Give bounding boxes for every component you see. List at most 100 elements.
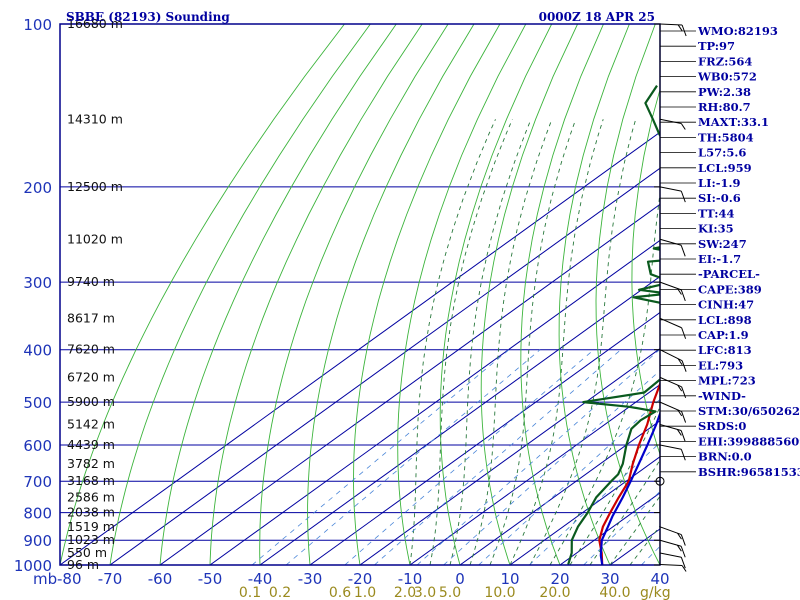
wind-barb-flag xyxy=(677,24,683,32)
sounding-index: STM:30/65026272 xyxy=(698,404,800,418)
parcel-trace xyxy=(599,410,660,565)
sounding-index: KI:35 xyxy=(698,222,734,236)
sounding-index: WB0:572 xyxy=(697,70,757,84)
wind-barb-flag xyxy=(680,245,686,257)
mixing-ratio-label: 5.0 xyxy=(439,585,461,600)
temperature-trace xyxy=(598,381,660,565)
temperature-tick-label: -50 xyxy=(198,570,223,588)
wind-barb-flag xyxy=(680,534,686,546)
isotherm xyxy=(309,311,660,565)
mixing-ratio-label: 20.0 xyxy=(539,585,570,600)
mixing-ratio-label: 0.6 xyxy=(329,585,351,600)
sounding-index: LI:-1.9 xyxy=(698,176,741,190)
wind-barb xyxy=(659,564,683,567)
wind-barb xyxy=(659,118,682,125)
isotherm xyxy=(359,347,660,565)
mixing-ratio-line xyxy=(443,370,660,565)
sounding-index: TH:5804 xyxy=(698,130,754,144)
mixing-ratio-line xyxy=(529,442,660,565)
sounding-index: CAP:1.9 xyxy=(698,328,749,342)
dry-adiabat xyxy=(595,24,660,565)
wind-barb xyxy=(659,186,682,192)
height-label: 1023 m xyxy=(67,532,115,547)
wind-barb-flag xyxy=(680,190,686,203)
temperature-tick-label: -20 xyxy=(348,570,373,588)
pressure-tick-label: 800 xyxy=(23,505,52,523)
dry-adiabat xyxy=(259,24,449,565)
mixing-ratio-label: 40.0 xyxy=(599,585,630,600)
wind-layer xyxy=(654,23,687,572)
trace-layer xyxy=(567,84,660,565)
wind-barb-flag xyxy=(676,544,682,552)
sounding-index: FRZ:564 xyxy=(698,54,752,68)
wind-barb-flag xyxy=(677,384,683,392)
temperature-tick-label: 40 xyxy=(650,570,669,588)
moist-adiabat xyxy=(529,119,637,565)
height-label: 9740 m xyxy=(67,274,115,289)
wind-barb-flag xyxy=(681,327,687,339)
sounding-index: BRN:0.0 xyxy=(698,450,752,464)
height-label: 550 m xyxy=(67,545,107,560)
dry-adiabat xyxy=(353,24,501,565)
moist-adiabat xyxy=(609,495,660,565)
wind-calm-marker xyxy=(655,476,665,486)
dry-adiabat xyxy=(520,24,604,565)
moist-adiabat xyxy=(549,191,660,565)
dry-adiabat xyxy=(631,87,660,456)
mixing-ratio-unit: g/kg xyxy=(640,585,671,600)
pressure-tick-label: 600 xyxy=(23,437,52,455)
moist-adiabat xyxy=(509,119,604,565)
height-label: 14310 m xyxy=(67,111,123,126)
dry-adiabat xyxy=(307,24,475,565)
sounding-index: EHI:3998885609472 xyxy=(698,434,800,448)
sounding-index: EL:793 xyxy=(698,358,743,372)
isotherm xyxy=(409,384,660,565)
sounding-index: MAXT:33.1 xyxy=(698,115,769,129)
pressure-tick-label: 100 xyxy=(23,16,52,34)
temperature-tick-label: 30 xyxy=(600,570,619,588)
temperature-tick-label: -40 xyxy=(248,570,273,588)
sounding-index: SRDS:0 xyxy=(698,419,746,433)
temperature-tick-label: -30 xyxy=(298,570,323,588)
sounding-index: EI:-1.7 xyxy=(698,252,741,266)
pressure-tick-label: 500 xyxy=(23,394,52,412)
sounding-index: RH:80.7 xyxy=(698,100,751,114)
height-label: 96 m xyxy=(67,557,99,572)
pressure-tick-label: 400 xyxy=(23,342,52,360)
wind-barb-flag xyxy=(680,557,686,569)
temperature-tick-label: -60 xyxy=(148,570,173,588)
moist-adiabat xyxy=(409,119,496,565)
sounding-index: BSHR:9658153356 xyxy=(698,465,800,479)
temperature-tick-label: -70 xyxy=(98,570,123,588)
wind-barb-flag xyxy=(677,358,683,366)
temperature-tick-label: 0 xyxy=(455,570,465,588)
dewpoint-trace xyxy=(567,84,660,565)
mixing-ratio-label: 0.2 xyxy=(269,585,291,600)
dry-adiabat xyxy=(159,24,397,565)
wind-barb-flag xyxy=(677,532,682,540)
wind-barb-flag xyxy=(680,449,686,461)
pressure-unit-label: mb xyxy=(33,570,57,588)
temperature-tick-label: -80 xyxy=(57,570,82,588)
wind-barb xyxy=(659,238,682,246)
dry-adiabat xyxy=(209,24,423,565)
sounding-index: MPL:723 xyxy=(698,374,756,388)
height-label: 8617 m xyxy=(67,310,115,325)
mixing-ratio-line xyxy=(416,349,660,565)
dry-adiabat xyxy=(109,24,371,565)
isotherm xyxy=(159,203,660,565)
moist-adiabat xyxy=(429,119,513,565)
mixing-ratio-label: 1.0 xyxy=(354,585,376,600)
height-label: 11020 m xyxy=(67,231,123,246)
sounding-index: SI:-0.6 xyxy=(698,191,741,205)
sounding-index: LFC:813 xyxy=(698,343,752,357)
wind-barb xyxy=(659,444,682,450)
sounding-index: WMO:82193 xyxy=(697,24,778,38)
sounding-index: CINH:47 xyxy=(698,298,754,312)
sounding-index: LCL:959 xyxy=(698,161,752,175)
wind-barb-flag xyxy=(680,289,686,302)
dry-adiabat xyxy=(397,24,527,565)
